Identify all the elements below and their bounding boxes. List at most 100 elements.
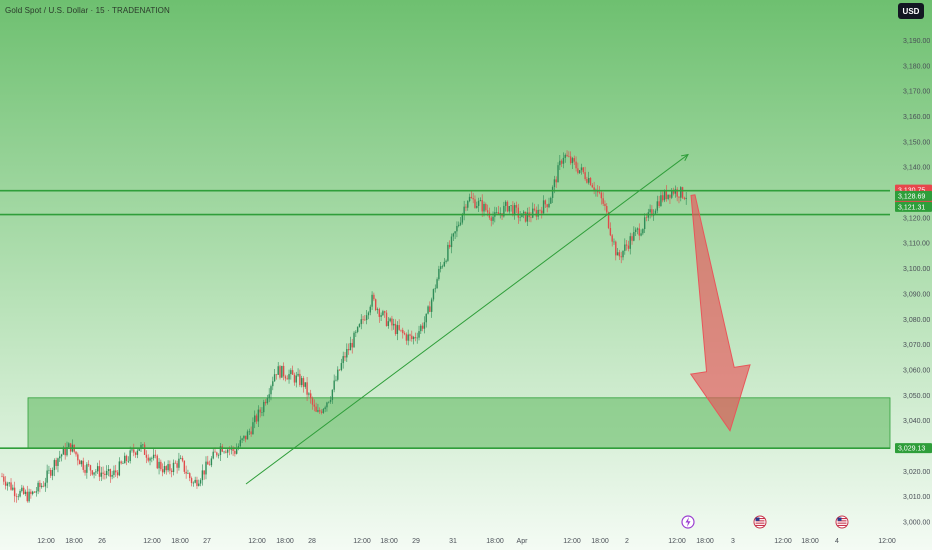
candle-body: [613, 241, 615, 243]
candle-body: [66, 447, 68, 456]
y-axis-tick-label: 3,110.00: [903, 241, 930, 248]
lightning-event-icon[interactable]: [681, 515, 695, 529]
candle-body: [127, 460, 130, 462]
candle-body: [411, 335, 413, 340]
candle-body: [1, 476, 3, 477]
candle-body: [441, 266, 444, 267]
candle-body: [333, 380, 335, 390]
candle-body: [257, 409, 260, 422]
candle-body: [143, 444, 146, 455]
candle-body: [519, 217, 521, 218]
candle-body: [21, 487, 23, 492]
candle-body: [225, 451, 227, 453]
y-axis-tick-label: 3,190.00: [903, 38, 930, 45]
candle-body: [122, 463, 124, 464]
candle-body: [544, 200, 547, 205]
candle-body: [50, 469, 52, 476]
candle-body: [120, 461, 122, 464]
candle-body: [221, 446, 223, 452]
candle-body: [512, 205, 514, 216]
candle-body: [486, 210, 489, 213]
candle-body: [8, 482, 10, 484]
candle-body: [273, 374, 276, 382]
candle-body: [645, 217, 648, 218]
x-axis-tick-label: 29: [412, 538, 420, 545]
candle-body: [485, 203, 487, 211]
candle-body: [671, 190, 673, 198]
candle-body: [389, 318, 391, 322]
candle-body: [616, 252, 619, 256]
candle-body: [250, 431, 252, 435]
candle-body: [91, 470, 93, 475]
candle-body: [95, 471, 97, 473]
candle-body: [308, 393, 310, 395]
candle-body: [643, 217, 646, 230]
y-axis-tick-label: 3,120.00: [903, 215, 930, 222]
x-axis-tick-label: 27: [203, 538, 211, 545]
candle-body: [582, 167, 584, 173]
candle-body: [259, 409, 261, 413]
candle-body: [566, 154, 568, 157]
y-axis-tick-label: 3,160.00: [903, 114, 930, 121]
candle-body: [591, 185, 594, 188]
candle-body: [216, 452, 218, 456]
trendline[interactable]: [245, 154, 689, 485]
candle-body: [39, 482, 41, 487]
candle-body: [407, 334, 409, 341]
support-zone[interactable]: [27, 397, 891, 449]
candle-body: [636, 228, 639, 230]
y-axis-tick-label: 3,100.00: [903, 266, 930, 273]
candle-body: [667, 194, 669, 199]
candle-body: [535, 210, 538, 217]
candle-body: [169, 464, 171, 471]
candle-body: [113, 470, 115, 475]
candle-body: [115, 470, 117, 473]
candle-body: [555, 179, 557, 183]
candle-body: [158, 461, 160, 469]
projection-arrow[interactable]: [689, 194, 751, 432]
us-flag-event-icon-2[interactable]: [835, 515, 849, 529]
candle-body: [145, 454, 148, 458]
candle-body: [385, 312, 388, 326]
candle-body: [651, 209, 653, 216]
candle-body: [458, 224, 460, 226]
candle-body: [161, 469, 164, 473]
candle-body: [17, 496, 19, 498]
candle-body: [629, 236, 631, 249]
candle-body: [98, 466, 101, 477]
candle-body: [154, 454, 157, 456]
candle-body: [604, 203, 606, 207]
candle-body: [434, 288, 436, 290]
y-axis-tick-label: 3,090.00: [903, 291, 930, 298]
candle-body: [134, 452, 137, 455]
candle-body: [356, 326, 359, 332]
candle-body: [13, 487, 16, 497]
us-flag-event-icon-1[interactable]: [753, 515, 767, 529]
candle-body: [573, 158, 575, 162]
y-axis-tick-label: 3,050.00: [903, 393, 930, 400]
candle-body: [217, 455, 220, 456]
candle-body: [207, 461, 209, 465]
candle-body: [562, 157, 565, 164]
currency-button[interactable]: USD: [898, 3, 924, 19]
candle-body: [234, 450, 236, 454]
candle-body: [638, 228, 640, 236]
candle-body: [311, 398, 314, 405]
candle-body: [219, 446, 222, 456]
candle-body: [452, 233, 455, 237]
candle-body: [369, 306, 371, 313]
x-axis-tick-label: 12:00: [563, 538, 581, 545]
candle-body: [396, 325, 399, 334]
candle-body: [463, 206, 465, 215]
x-axis-tick-label: 18:00: [171, 538, 189, 545]
candle-body: [26, 491, 28, 502]
candle-body: [3, 476, 5, 482]
level-badge-upper-label: 3,128.69: [898, 193, 925, 200]
candle-body: [293, 374, 296, 383]
candle-body: [477, 200, 480, 206]
candle-body: [41, 485, 43, 487]
candle-body: [542, 200, 545, 214]
candle-body: [533, 208, 536, 211]
